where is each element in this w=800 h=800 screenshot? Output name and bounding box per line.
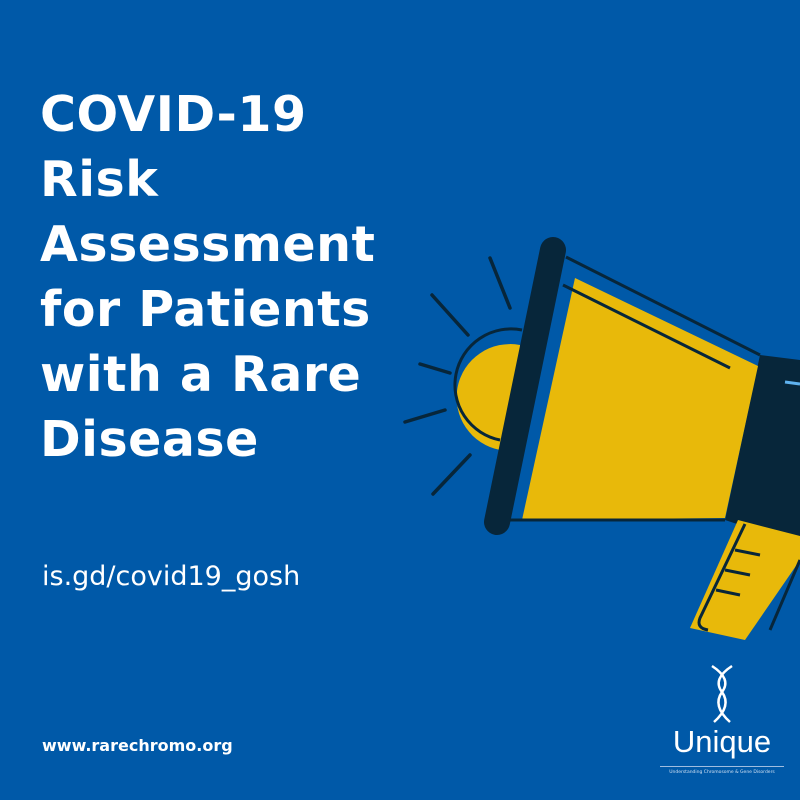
headline-line: with a Rare (40, 346, 362, 403)
unique-logo: Unique Understanding Chromosome & Gene D… (660, 664, 784, 775)
headline-line: Disease (40, 411, 259, 468)
headline-line: Risk (40, 151, 159, 208)
headline-line: for Patients (40, 281, 371, 338)
logo-name: Unique (672, 724, 772, 759)
headline: COVID-19 Risk Assessment for Patients wi… (40, 82, 375, 472)
logo-divider (660, 766, 784, 767)
logo-tagline: Understanding Chromosome & Gene Disorder… (669, 770, 775, 775)
headline-line: COVID-19 (40, 86, 307, 143)
short-link[interactable]: is.gd/covid19_gosh (42, 561, 301, 592)
dna-icon (711, 664, 733, 723)
website-link[interactable]: www.rarechromo.org (42, 736, 233, 755)
sound-rays (403, 256, 512, 496)
headline-line: Assessment (40, 216, 376, 273)
